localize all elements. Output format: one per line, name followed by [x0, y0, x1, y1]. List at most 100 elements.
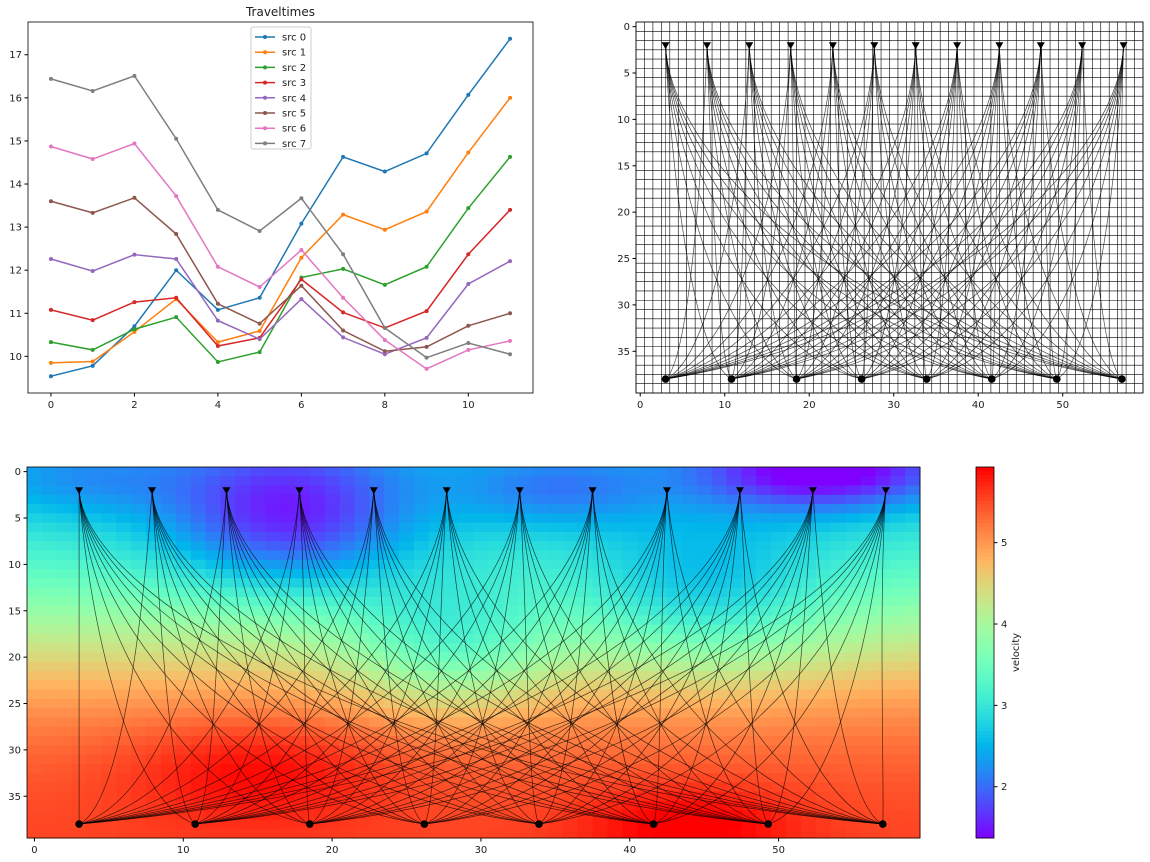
colorbar-segment	[976, 682, 994, 687]
heatmap-cell	[562, 587, 579, 598]
heatmap-cell	[220, 467, 236, 477]
receiver-marker	[735, 487, 744, 495]
heatmap-cell	[294, 652, 311, 663]
heatmap-cell	[860, 661, 876, 672]
heatmap-cell	[324, 522, 341, 533]
source-marker	[922, 375, 931, 383]
heatmap-cell	[399, 596, 415, 607]
data-point	[341, 252, 346, 257]
heatmap-cell	[399, 633, 415, 644]
heatmap-cell	[815, 485, 832, 496]
heatmap-cell	[681, 606, 698, 616]
heatmap-cell	[533, 559, 549, 570]
colorbar-segment	[976, 570, 994, 576]
heatmap-cell	[860, 828, 876, 839]
heatmap-cell	[473, 587, 489, 598]
heatmap-cell	[518, 689, 534, 700]
heatmap-cell	[607, 745, 623, 756]
heatmap-cell	[815, 680, 832, 691]
heatmap-cell	[518, 596, 534, 607]
ray-path	[748, 45, 862, 380]
heatmap-cell	[86, 745, 102, 756]
heatmap-cell	[577, 717, 594, 728]
heatmap-cell	[518, 782, 534, 793]
heatmap-cell	[205, 689, 221, 700]
heatmap-cell	[533, 476, 549, 487]
heatmap-cell	[413, 735, 430, 746]
heatmap-cell	[711, 680, 728, 691]
data-point	[174, 315, 179, 320]
heatmap-cell	[547, 643, 564, 653]
heatmap-cell	[369, 522, 385, 533]
heatmap-cell	[637, 643, 653, 653]
heatmap-cell	[339, 754, 355, 765]
heatmap-cell	[413, 828, 430, 839]
heatmap-cell	[503, 828, 519, 839]
heatmap-cell	[175, 745, 192, 756]
heatmap-cell	[458, 624, 474, 635]
heatmap-cell	[399, 485, 415, 496]
heatmap-cell	[711, 652, 728, 663]
heatmap-cell	[146, 494, 162, 505]
heatmap-cell	[503, 624, 519, 635]
heatmap-cell	[652, 819, 668, 830]
ray-path	[195, 490, 814, 825]
heatmap-cell	[27, 587, 43, 598]
heatmap-cell	[726, 476, 742, 487]
legend-label: src 3	[282, 78, 306, 89]
heatmap-cell	[146, 708, 162, 718]
heatmap-cell	[265, 494, 281, 505]
data-point	[174, 232, 179, 236]
heatmap-cell	[681, 726, 698, 737]
heatmap-cell	[250, 513, 266, 524]
heatmap-cell	[786, 643, 802, 653]
heatmap-cell	[205, 587, 221, 598]
heatmap-cell	[756, 735, 772, 746]
heatmap-cell	[265, 698, 281, 709]
y-tick-label: 30	[8, 745, 21, 756]
data-point	[174, 136, 179, 141]
heatmap-cell	[518, 671, 534, 681]
heatmap-cell	[86, 531, 102, 542]
heatmap-cell	[681, 828, 698, 839]
heatmap-cell	[741, 791, 757, 802]
heatmap-cell	[56, 773, 73, 783]
heatmap-cell	[815, 550, 832, 561]
heatmap-cell	[309, 828, 326, 839]
heatmap-cell	[711, 643, 728, 653]
heatmap-cell	[369, 494, 385, 505]
heatmap-cell	[681, 633, 698, 644]
heatmap-cell	[399, 624, 415, 635]
heatmap-cell	[101, 467, 117, 477]
heatmap-cell	[786, 624, 802, 635]
heatmap-cell	[771, 541, 787, 551]
heatmap-cell	[309, 587, 326, 598]
heatmap-cell	[384, 671, 400, 681]
colorbar-segment	[976, 734, 994, 739]
heatmap-cell	[875, 531, 891, 542]
heatmap-cell	[711, 689, 728, 700]
ray-path	[1056, 45, 1083, 380]
heatmap-cell	[309, 754, 326, 765]
heatmap-cell	[384, 763, 400, 774]
heatmap-cell	[399, 698, 415, 709]
heatmap-cell	[443, 735, 460, 746]
heatmap-cell	[369, 467, 385, 477]
heatmap-cell	[280, 661, 296, 672]
heatmap-cell	[875, 485, 891, 496]
heatmap-cell	[756, 587, 772, 598]
heatmap-cell	[726, 689, 742, 700]
heatmap-cell	[681, 763, 698, 774]
ray-path	[373, 490, 769, 825]
heatmap-cell	[101, 819, 117, 830]
heatmap-cell	[101, 550, 117, 561]
ray-path	[915, 45, 1122, 380]
data-point	[424, 264, 429, 269]
heatmap-cell	[547, 773, 564, 783]
heatmap-cell	[741, 643, 757, 653]
heatmap-cell	[830, 810, 847, 820]
heatmap-cell	[800, 531, 817, 542]
heatmap-cell	[845, 726, 861, 737]
heatmap-cell	[220, 763, 236, 774]
